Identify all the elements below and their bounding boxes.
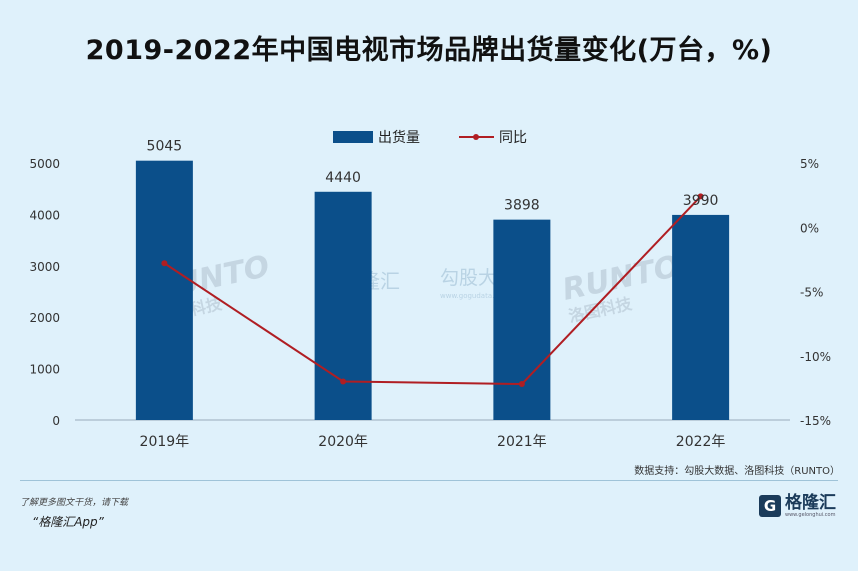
brand-name: 格隆汇 (785, 493, 836, 513)
bar-data-label: 5045 (147, 139, 183, 155)
bar-data-label: 3898 (504, 198, 540, 214)
y-left-tick-label: 0 (52, 414, 60, 428)
y-left-tick-label: 1000 (29, 363, 60, 377)
y-right-tick-label: -15% (800, 414, 831, 428)
y-left-tick-label: 5000 (29, 157, 60, 171)
x-tick-label: 2020年 (318, 434, 368, 450)
y-right-tick-label: 5% (800, 157, 819, 171)
legend-line-label: 同比 (499, 130, 527, 146)
x-tick-label: 2021年 (497, 434, 547, 450)
legend-line-marker (473, 134, 479, 140)
brand-url: www.gelonghui.com (785, 512, 836, 518)
legend-bar-swatch (333, 131, 373, 143)
y-left-tick-label: 3000 (29, 260, 60, 274)
x-tick-label: 2022年 (676, 434, 726, 450)
y-right-tick-label: 0% (800, 221, 819, 235)
footer-app-name: “格隆汇App” (32, 515, 104, 529)
brand-logo: G 格隆汇 www.gelonghui.com (759, 494, 836, 518)
footer-divider (20, 480, 838, 481)
source-note: 数据支持：勾股大数据、洛图科技（RUNTO） (634, 466, 840, 477)
y-left-tick-label: 4000 (29, 208, 60, 222)
bar-data-label: 3990 (683, 193, 719, 209)
bar-1 (135, 160, 193, 420)
yoy-point-2 (340, 378, 347, 385)
watermark-ggu-url: www.gogudata.com (440, 292, 509, 300)
bar-4 (672, 214, 730, 420)
chart-title: 2019-2022年中国电视市场品牌出货量变化(万台，%) (85, 35, 773, 66)
yoy-line (163, 195, 702, 386)
legend-bar-label: 出货量 (378, 129, 420, 146)
yoy-point-4 (697, 193, 704, 200)
y-right-tick-label: -10% (800, 350, 831, 364)
yoy-point-3 (518, 381, 525, 388)
yoy-point-1 (161, 260, 168, 267)
x-tick-label: 2019年 (140, 434, 190, 450)
y-left-tick-label: 2000 (29, 311, 60, 325)
brand-mark-icon: G (759, 495, 781, 517)
y-right-tick-label: -5% (800, 286, 823, 300)
bar-2 (314, 191, 372, 420)
footer-note: 了解更多图文干货，请下载 (20, 498, 129, 508)
bar-3 (493, 219, 551, 420)
bar-data-label: 4440 (325, 170, 361, 186)
